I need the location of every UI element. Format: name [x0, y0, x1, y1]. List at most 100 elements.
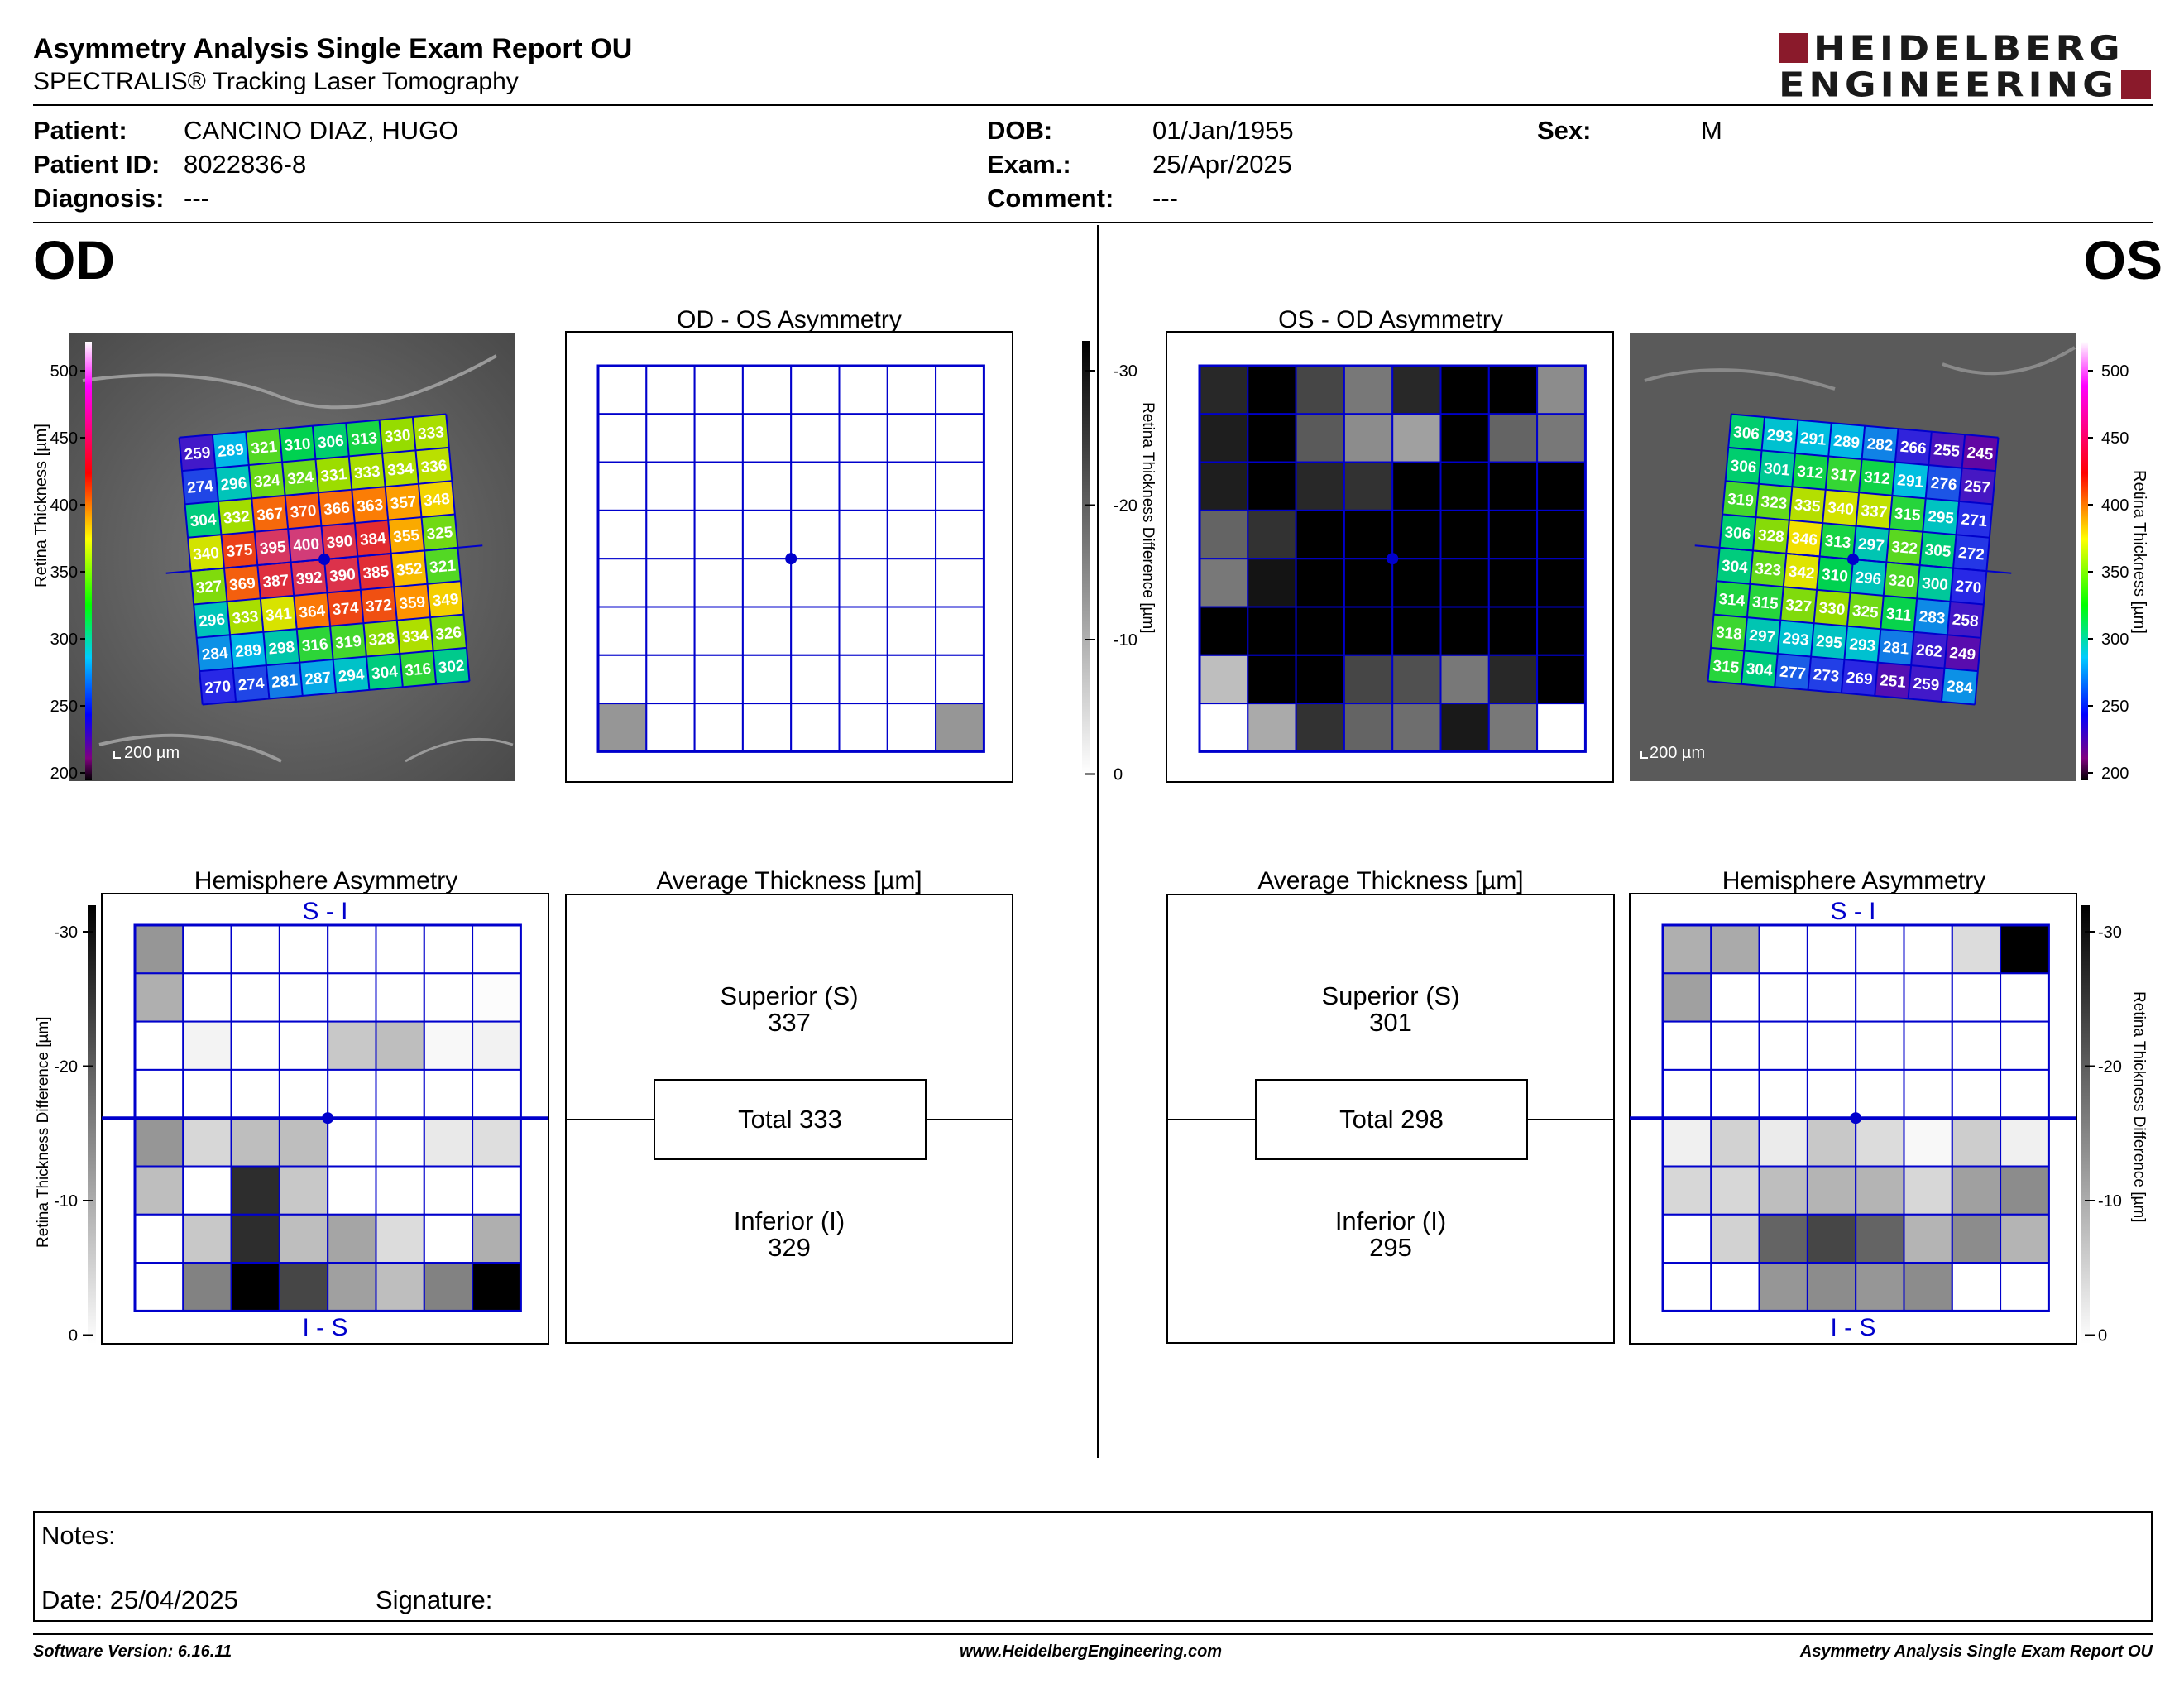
- thickness-cell: [1746, 583, 1784, 621]
- diff-tick-label: -10: [54, 1192, 78, 1211]
- od-scale-bar: 200 µm: [124, 744, 180, 762]
- asymmetry-cell: [278, 1213, 329, 1264]
- asymmetry-cell: [886, 558, 937, 608]
- patient-value: CANCINO DIAZ, HUGO: [184, 116, 459, 145]
- asymmetry-cell: [1247, 558, 1297, 608]
- diff-tick-label: -20: [54, 1058, 78, 1077]
- asymmetry-cell: [1295, 703, 1345, 753]
- asymmetry-cell: [2000, 1020, 2050, 1071]
- thickness-cell: [260, 595, 297, 632]
- asymmetry-cell: [423, 924, 474, 975]
- asymmetry-cell: [935, 365, 985, 415]
- report-subtitle: SPECTRALIS® Tracking Laser Tomography: [33, 68, 519, 95]
- thickness-tick-label: 400: [2101, 496, 2129, 515]
- thickness-cell: [1841, 659, 1878, 696]
- thickness-tick-label: 300: [2101, 631, 2129, 649]
- asymmetry-cell: [134, 1262, 184, 1312]
- asymmetry-cell: [1903, 972, 1953, 1023]
- asymmetry-cell: [423, 1020, 474, 1071]
- asymmetry-cell: [1439, 365, 1490, 415]
- asymmetry-cell: [230, 1213, 280, 1264]
- website-link[interactable]: www.HeidelbergEngineering.com: [960, 1642, 1223, 1661]
- asymmetry-cell: [741, 654, 793, 705]
- asymmetry-cell: [1710, 1020, 1760, 1071]
- thickness-cell: [1741, 650, 1778, 688]
- thickness-cell: [182, 468, 218, 505]
- thickness-value: 310: [284, 435, 311, 455]
- thickness-cell: [1892, 462, 1929, 499]
- report-name-footer: Asymmetry Analysis Single Exam Report OU: [1799, 1642, 2153, 1661]
- asymmetry-cell: [1247, 365, 1297, 415]
- thickness-value: 306: [1724, 524, 1751, 544]
- asymmetry-cell: [1758, 1213, 1808, 1264]
- thickness-value: 293: [1782, 630, 1809, 650]
- thickness-value: 326: [434, 624, 462, 644]
- thickness-tick-label: 250: [50, 698, 78, 716]
- thickness-value: 318: [1715, 624, 1742, 644]
- asymmetry-cell: [1439, 413, 1490, 463]
- thickness-value: 325: [426, 524, 454, 544]
- thickness-cell: [315, 456, 352, 493]
- asymmetry-cell: [1391, 461, 1442, 511]
- thickness-cell: [324, 556, 361, 593]
- asymmetry-cell: [1199, 413, 1249, 463]
- thickness-value: 296: [199, 611, 226, 631]
- thickness-cell: [1774, 653, 1812, 690]
- asymmetry-cell: [790, 509, 841, 560]
- thickness-cell: [1911, 631, 1947, 669]
- asymmetry-cell: [790, 606, 841, 656]
- thickness-value: 298: [268, 639, 295, 659]
- thickness-value: 293: [1849, 635, 1876, 655]
- thickness-cell: [1777, 620, 1814, 657]
- thickness-value: 257: [1963, 477, 1990, 497]
- thickness-cell: [279, 425, 316, 463]
- asymmetry-cell: [1536, 606, 1587, 656]
- thickness-value: 319: [334, 633, 362, 653]
- thickness-value: 346: [1790, 530, 1818, 549]
- asymmetry-cell: [1758, 1117, 1808, 1168]
- thickness-value: 334: [401, 627, 429, 647]
- thickness-value: 316: [301, 635, 328, 655]
- thickness-value: 289: [1832, 433, 1860, 453]
- thickness-cell: [288, 525, 324, 563]
- asymmetry-cell: [472, 1213, 522, 1264]
- thickness-value: 314: [1718, 591, 1746, 611]
- patient-divider: [33, 222, 2153, 223]
- thickness-value: 335: [1794, 496, 1822, 516]
- asymmetry-cell: [693, 413, 744, 463]
- asymmetry-cell: [1439, 606, 1490, 656]
- thickness-cell: [1789, 487, 1826, 524]
- thickness-cell: [357, 553, 395, 590]
- patient-id-value: 8022836-8: [184, 150, 307, 179]
- asymmetry-cell: [1487, 703, 1539, 753]
- asymmetry-cell: [230, 924, 280, 975]
- asymmetry-cell: [472, 1262, 522, 1312]
- thickness-value: 310: [1821, 566, 1848, 586]
- asymmetry-cell: [1343, 461, 1394, 511]
- diff-tick-label: 0: [69, 1327, 78, 1345]
- asymmetry-cell: [1391, 509, 1442, 560]
- asymmetry-cell: [741, 365, 793, 415]
- asymmetry-cell: [1903, 1165, 1953, 1216]
- od-total-box: Total 333: [654, 1079, 927, 1160]
- thickness-tick-label: 450: [50, 429, 78, 448]
- asymmetry-cell: [1439, 558, 1490, 608]
- asymmetry-cell: [2000, 1262, 2050, 1312]
- asymmetry-cell: [230, 1165, 280, 1216]
- od-hemi-top-label: S - I: [302, 898, 347, 925]
- asymmetry-cell: [935, 654, 985, 705]
- asymmetry-cell: [472, 1020, 522, 1071]
- asymmetry-cell: [375, 1213, 425, 1264]
- thickness-cell: [1908, 665, 1945, 702]
- asymmetry-cell: [741, 558, 793, 608]
- os-hemi-bottom-label: I - S: [1830, 1314, 1875, 1341]
- thickness-value: 301: [1763, 460, 1791, 480]
- asymmetry-cell: [1199, 703, 1249, 753]
- thickness-cell: [1883, 562, 1920, 599]
- asymmetry-cell: [375, 1068, 425, 1120]
- asymmetry-cell: [886, 365, 937, 415]
- thickness-cell: [290, 559, 328, 596]
- od-inferior-value: 329: [768, 1233, 811, 1262]
- asymmetry-cell: [838, 509, 888, 560]
- od-thickness-axis-label: Retina Thickness [µm]: [33, 424, 50, 587]
